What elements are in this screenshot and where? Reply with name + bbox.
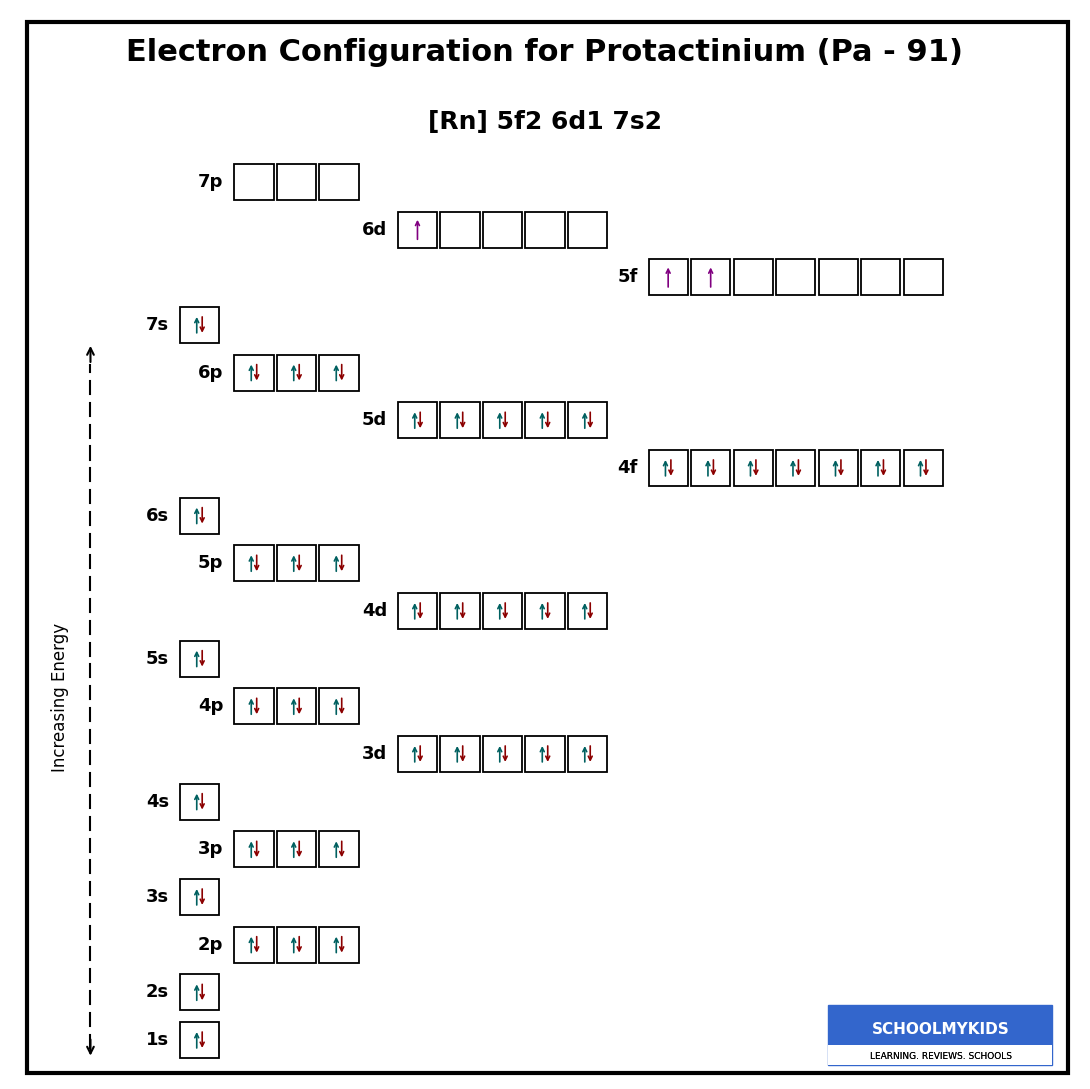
Bar xyxy=(525,402,565,438)
Bar xyxy=(234,688,274,724)
Bar xyxy=(819,450,858,486)
Bar xyxy=(180,879,219,915)
Bar xyxy=(483,594,522,629)
Text: 4s: 4s xyxy=(146,793,169,810)
Bar xyxy=(691,259,730,295)
Bar xyxy=(180,784,219,820)
Text: 3p: 3p xyxy=(198,841,223,858)
Text: Electron Configuration for Protactinium (Pa - 91): Electron Configuration for Protactinium … xyxy=(126,38,964,66)
Bar xyxy=(861,259,900,295)
Bar xyxy=(398,736,437,772)
Text: 4d: 4d xyxy=(362,602,387,620)
Text: 6d: 6d xyxy=(362,221,387,238)
Bar xyxy=(734,259,773,295)
Text: 3s: 3s xyxy=(146,888,169,906)
Bar xyxy=(440,736,480,772)
Bar xyxy=(180,640,219,676)
Bar xyxy=(277,688,316,724)
Bar xyxy=(180,498,219,534)
Bar xyxy=(277,355,316,391)
Text: 3d: 3d xyxy=(362,745,387,763)
Text: 7p: 7p xyxy=(198,173,223,191)
Bar xyxy=(649,259,688,295)
Bar xyxy=(568,736,607,772)
Bar xyxy=(568,402,607,438)
Bar xyxy=(319,831,359,867)
Bar xyxy=(483,736,522,772)
Bar xyxy=(234,927,274,963)
Bar xyxy=(319,688,359,724)
Text: 2s: 2s xyxy=(146,983,169,1001)
Bar xyxy=(734,450,773,486)
Text: 2p: 2p xyxy=(198,935,223,954)
Bar xyxy=(234,163,274,200)
Bar xyxy=(861,450,900,486)
Bar xyxy=(819,259,858,295)
Bar xyxy=(234,831,274,867)
Bar xyxy=(180,1023,219,1059)
Text: 5f: 5f xyxy=(617,268,638,286)
Text: 5s: 5s xyxy=(146,650,169,668)
Bar xyxy=(180,975,219,1011)
Bar xyxy=(398,594,437,629)
Bar xyxy=(440,211,480,247)
Text: Increasing Energy: Increasing Energy xyxy=(51,623,69,771)
Text: 5p: 5p xyxy=(198,554,223,572)
Text: LEARNING. REVIEWS. SCHOOLS: LEARNING. REVIEWS. SCHOOLS xyxy=(870,1052,1012,1061)
Text: LEARNING. REVIEWS. SCHOOLS: LEARNING. REVIEWS. SCHOOLS xyxy=(870,1052,1012,1061)
Bar xyxy=(398,402,437,438)
Bar xyxy=(649,450,688,486)
Text: 6s: 6s xyxy=(146,506,169,525)
Text: 7s: 7s xyxy=(146,316,169,334)
Bar xyxy=(525,736,565,772)
Bar xyxy=(234,546,274,582)
Bar xyxy=(904,450,943,486)
Text: SCHOOLMYKIDS: SCHOOLMYKIDS xyxy=(872,1021,1009,1037)
Bar xyxy=(277,546,316,582)
Bar xyxy=(319,546,359,582)
Bar xyxy=(483,211,522,247)
Bar xyxy=(483,402,522,438)
Bar xyxy=(277,927,316,963)
Bar xyxy=(398,211,437,247)
Bar xyxy=(277,831,316,867)
Bar xyxy=(319,355,359,391)
Bar xyxy=(525,594,565,629)
Bar xyxy=(440,594,480,629)
Bar xyxy=(277,163,316,200)
Text: 6p: 6p xyxy=(198,364,223,381)
Bar xyxy=(776,259,815,295)
Bar xyxy=(319,927,359,963)
Bar xyxy=(691,450,730,486)
Bar xyxy=(319,163,359,200)
Bar xyxy=(234,355,274,391)
Text: 1s: 1s xyxy=(146,1031,169,1049)
Text: [Rn] 5f2 6d1 7s2: [Rn] 5f2 6d1 7s2 xyxy=(428,110,662,134)
Bar xyxy=(828,1005,1052,1065)
Text: 4p: 4p xyxy=(198,697,223,715)
Bar xyxy=(440,402,480,438)
Bar xyxy=(568,594,607,629)
Bar xyxy=(904,259,943,295)
Text: 5d: 5d xyxy=(362,412,387,429)
Text: 4f: 4f xyxy=(617,458,638,477)
Bar xyxy=(180,307,219,343)
Bar xyxy=(525,211,565,247)
Bar xyxy=(828,1045,1052,1065)
Bar xyxy=(776,450,815,486)
Bar xyxy=(568,211,607,247)
